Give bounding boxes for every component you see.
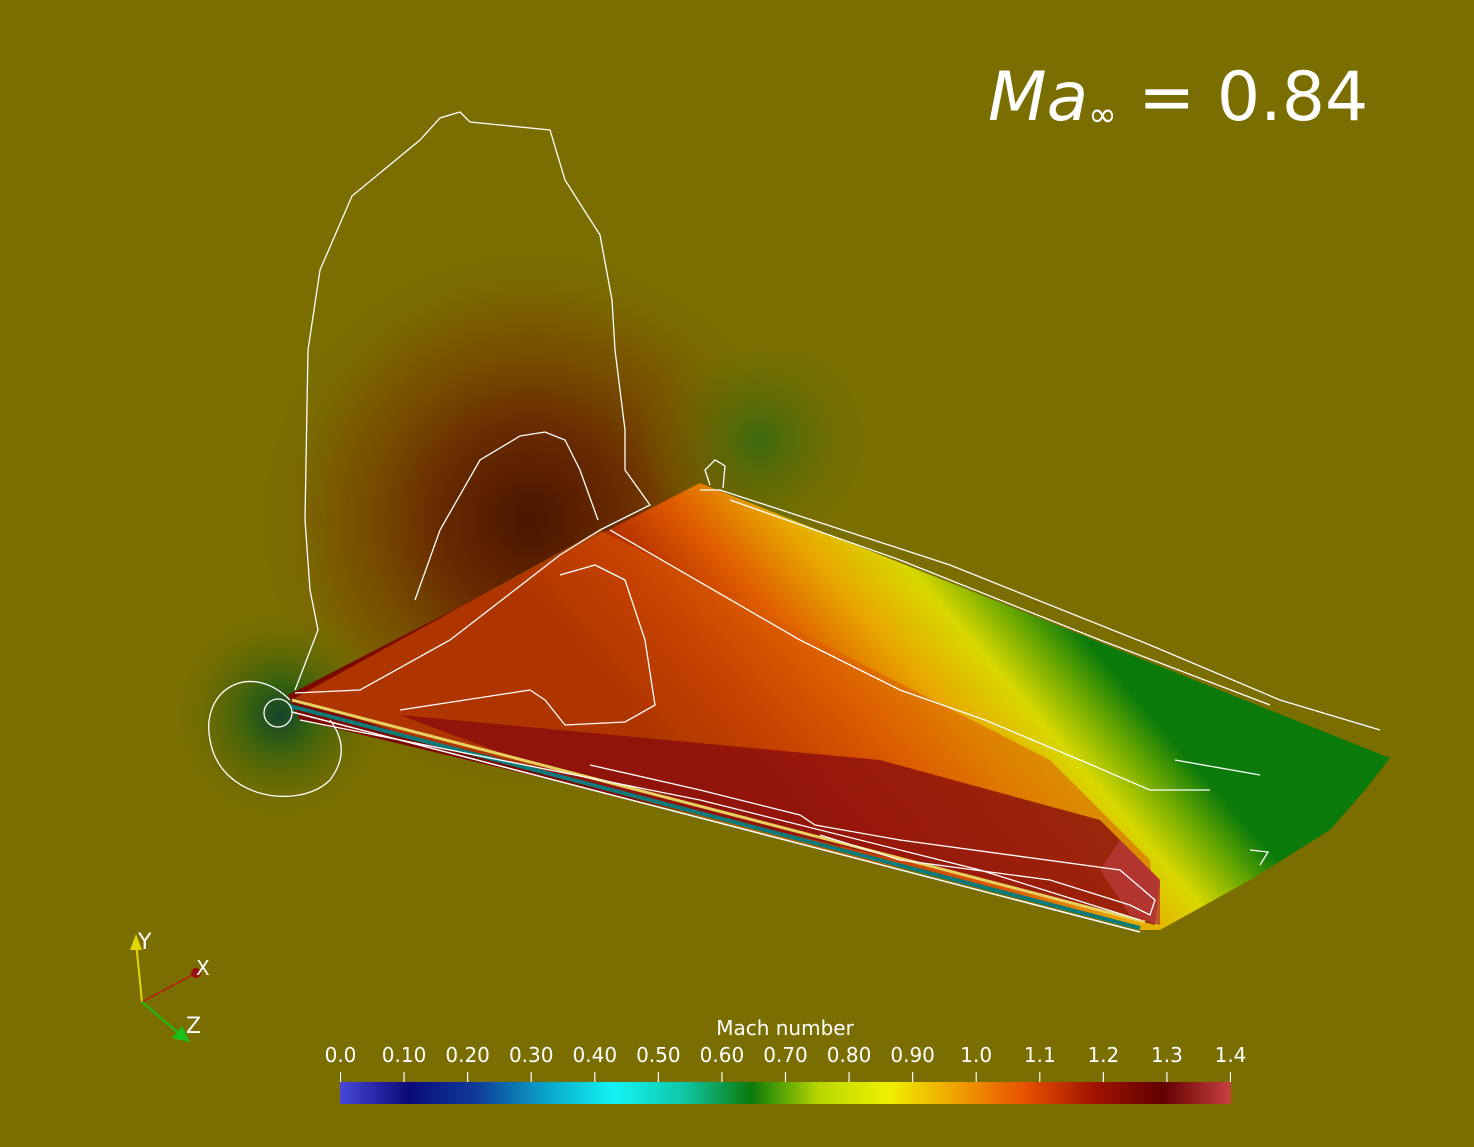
title-value: 0.84 <box>1216 58 1369 137</box>
y-axis-arrow-icon <box>130 934 142 950</box>
title-subscript: ∞ <box>1088 95 1117 135</box>
title-equals: = <box>1138 58 1196 137</box>
colorbar-tick-label: 1.4 <box>1214 1043 1247 1067</box>
z-axis-line <box>141 1001 183 1037</box>
colorbar-gradient <box>340 1082 1231 1104</box>
colorbar-tick-label: 0.20 <box>445 1043 490 1067</box>
orientation-axes[interactable] <box>120 930 230 1050</box>
x-axis-arrow-icon <box>191 968 201 978</box>
colorbar-tick-label: 0.0 <box>324 1043 357 1067</box>
colorbar-tick-label: 0.40 <box>572 1043 618 1067</box>
colorbar-tick-label: 0.30 <box>508 1043 554 1067</box>
colorbar-tick-label: 1.0 <box>960 1043 993 1067</box>
title-annotation: Ma∞ = 0.84 <box>988 58 1368 155</box>
z-axis-arrow-icon <box>172 1026 190 1042</box>
x-axis-line <box>141 973 195 1003</box>
colorbar[interactable] <box>340 1070 1231 1106</box>
colorbar-tick-label: 0.90 <box>890 1043 935 1067</box>
y-axis-line <box>135 941 143 1003</box>
colorbar-tick-label: 0.50 <box>636 1043 681 1067</box>
axis-label-x: X <box>196 956 210 980</box>
colorbar-tick-label: 0.70 <box>763 1043 808 1067</box>
colorbar-tick-label: 1.1 <box>1023 1043 1056 1067</box>
axis-label-y: Y <box>138 930 152 955</box>
colorbar-tick-label: 1.2 <box>1087 1043 1120 1067</box>
colorbar-tick-label: 0.10 <box>381 1043 427 1067</box>
colorbar-title: Mach number <box>716 1016 854 1040</box>
title-symbol: Ma <box>988 58 1089 137</box>
axis-label-z: Z <box>186 1014 202 1039</box>
colorbar-tick-label: 0.60 <box>699 1043 745 1067</box>
colorbar-tick-label: 1.3 <box>1151 1043 1183 1067</box>
colorbar-tick-label: 0.80 <box>826 1043 872 1067</box>
